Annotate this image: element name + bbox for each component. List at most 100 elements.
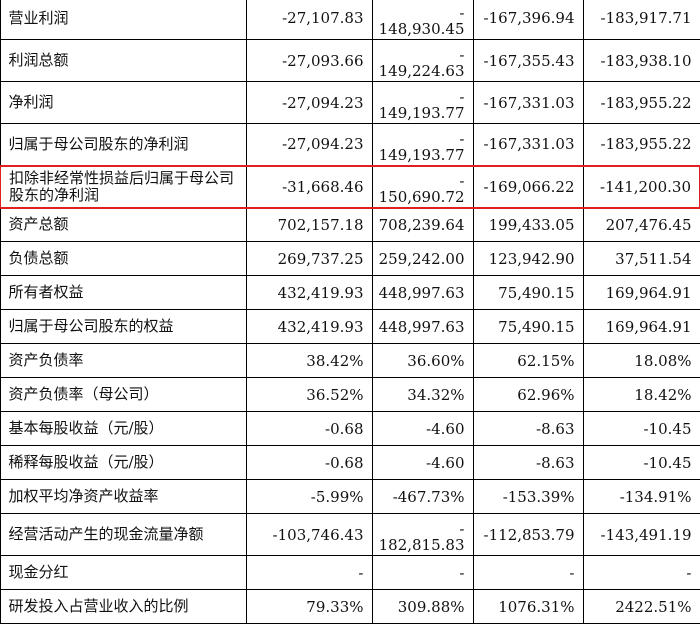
negative-sign: -	[459, 88, 465, 106]
cell-value: -10.45	[582, 445, 700, 480]
cell-value: 62.96%	[472, 377, 584, 412]
row-label: 现金分红	[0, 555, 247, 590]
cell-value: -182,815.83	[371, 513, 474, 556]
table-row: 归属于母公司股东的权益 432,419.93 448,997.63 75,490…	[0, 309, 700, 344]
cell-value: -143,491.19	[582, 513, 700, 556]
cell-value: 309.88%	[371, 589, 474, 624]
table-row: 资产负债率 38.42% 36.60% 62.15% 18.08%	[0, 343, 700, 378]
cell-number: 149,224.63	[378, 62, 465, 80]
cell-value: 199,433.05	[472, 207, 584, 242]
cell-value: -27,094.23	[245, 123, 373, 166]
cell-value: 18.42%	[582, 377, 700, 412]
cell-value: -149,193.77	[371, 81, 474, 124]
cell-value: -153.39%	[472, 479, 584, 514]
cell-value: 169,964.91	[582, 275, 700, 310]
table-row: 经营活动产生的现金流量净额 -103,746.43 -182,815.83 -1…	[0, 513, 700, 556]
row-label: 资产负债率（母公司）	[0, 377, 247, 412]
cell-value: -10.45	[582, 411, 700, 446]
cell-value: -150,690.72	[371, 164, 474, 209]
cell-value: 18.08%	[582, 343, 700, 378]
negative-sign: -	[459, 520, 465, 538]
cell-value: -	[371, 555, 474, 590]
row-label: 资产总额	[0, 207, 247, 242]
cell-value: -183,955.22	[582, 81, 700, 124]
cell-value: 448,997.63	[371, 275, 474, 310]
cell-value: -134.91%	[582, 479, 700, 514]
cell-number: 149,193.77	[378, 145, 465, 164]
row-label: 扣除非经常性损益后归属于母公司股东的净利润	[0, 164, 247, 209]
cell-value: 1076.31%	[472, 589, 584, 624]
cell-value: 2422.51%	[582, 589, 700, 624]
cell-value: -169,066.22	[472, 164, 584, 209]
table-row: 现金分红 - - - -	[0, 555, 700, 590]
row-label: 归属于母公司股东的净利润	[0, 123, 247, 166]
table-row: 稀释每股收益（元/股） -0.68 -4.60 -8.63 -10.45	[0, 445, 700, 480]
cell-value: -27,093.66	[245, 39, 373, 82]
cell-value: -0.68	[245, 411, 373, 446]
table-row: 净利润 -27,094.23 -149,193.77 -167,331.03 -…	[0, 81, 700, 124]
negative-sign: -	[459, 4, 465, 22]
row-label: 稀释每股收益（元/股）	[0, 445, 247, 480]
cell-value: -183,938.10	[582, 39, 700, 82]
cell-value: -141,200.30	[582, 164, 700, 209]
cell-value: -	[472, 555, 584, 590]
cell-value: 708,239.64	[371, 207, 474, 242]
negative-sign: -	[459, 46, 465, 64]
row-label: 加权平均净资产收益率	[0, 479, 247, 514]
cell-value: -4.60	[371, 445, 474, 480]
cell-number: 182,815.83	[378, 536, 465, 554]
cell-value: 269,737.25	[245, 241, 373, 276]
row-label: 基本每股收益（元/股）	[0, 411, 247, 446]
row-label: 研发投入占营业收入的比例	[0, 589, 247, 624]
cell-number: 148,930.45	[378, 20, 465, 38]
table-row-highlighted: 扣除非经常性损益后归属于母公司股东的净利润 -31,668.46 -150,69…	[0, 164, 700, 209]
cell-value: 37,511.54	[582, 241, 700, 276]
negative-sign: -	[459, 129, 465, 148]
cell-value: 79.33%	[245, 589, 373, 624]
cell-value: -167,355.43	[472, 39, 584, 82]
table-row: 归属于母公司股东的净利润 -27,094.23 -149,193.77 -167…	[0, 123, 700, 166]
row-label: 资产负债率	[0, 343, 247, 378]
cell-value: -467.73%	[371, 479, 474, 514]
cell-value: -8.63	[472, 445, 584, 480]
cell-value: -27,107.83	[245, 0, 373, 40]
table-row: 资产负债率（母公司） 36.52% 34.32% 62.96% 18.42%	[0, 377, 700, 412]
cell-value: -148,930.45	[371, 0, 474, 40]
cell-value: 62.15%	[472, 343, 584, 378]
negative-sign: -	[459, 171, 465, 190]
table-row: 研发投入占营业收入的比例 79.33% 309.88% 1076.31% 242…	[0, 589, 700, 624]
cell-value: 75,490.15	[472, 275, 584, 310]
cell-value: -0.68	[245, 445, 373, 480]
row-label: 负债总额	[0, 241, 247, 276]
cell-value: -103,746.43	[245, 513, 373, 556]
cell-number: 150,690.72	[378, 187, 465, 206]
cell-value: -167,396.94	[472, 0, 584, 40]
cell-value: -167,331.03	[472, 123, 584, 166]
cell-value: 36.60%	[371, 343, 474, 378]
cell-value: 34.32%	[371, 377, 474, 412]
table-row: 所有者权益 432,419.93 448,997.63 75,490.15 16…	[0, 275, 700, 310]
cell-value: -149,193.77	[371, 123, 474, 166]
row-label: 所有者权益	[0, 275, 247, 310]
cell-value: 432,419.93	[245, 275, 373, 310]
row-label: 营业利润	[0, 0, 247, 40]
cell-value: -5.99%	[245, 479, 373, 514]
cell-value: 169,964.91	[582, 309, 700, 344]
cell-value: 207,476.45	[582, 207, 700, 242]
table-row: 加权平均净资产收益率 -5.99% -467.73% -153.39% -134…	[0, 479, 700, 514]
table-row: 资产总额 702,157.18 708,239.64 199,433.05 20…	[0, 207, 700, 242]
row-label: 归属于母公司股东的权益	[0, 309, 247, 344]
cell-value: -183,955.22	[582, 123, 700, 166]
cell-value: 123,942.90	[472, 241, 584, 276]
cell-value: 36.52%	[245, 377, 373, 412]
table-row: 负债总额 269,737.25 259,242.00 123,942.90 37…	[0, 241, 700, 276]
cell-value: -183,917.71	[582, 0, 700, 40]
cell-value: 259,242.00	[371, 241, 474, 276]
cell-value: -4.60	[371, 411, 474, 446]
cell-number: 149,193.77	[378, 104, 465, 122]
cell-value: -27,094.23	[245, 81, 373, 124]
cell-value: -8.63	[472, 411, 584, 446]
cell-value: -112,853.79	[472, 513, 584, 556]
financial-indicators-table: 营业利润 -27,107.83 -148,930.45 -167,396.94 …	[0, 0, 700, 624]
cell-value: 38.42%	[245, 343, 373, 378]
